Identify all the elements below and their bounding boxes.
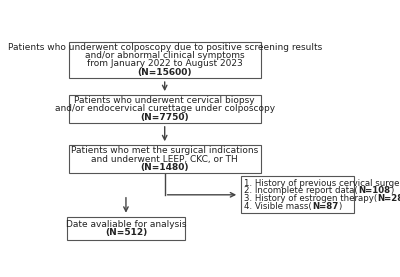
Text: Patients who met the surgical indications: Patients who met the surgical indication… xyxy=(71,147,258,155)
FancyBboxPatch shape xyxy=(67,217,185,240)
Text: N=108: N=108 xyxy=(358,186,390,196)
Text: Date avaliable for analysis: Date avaliable for analysis xyxy=(66,220,186,229)
Text: Patients who underwent colposcopy due to positive screening results: Patients who underwent colposcopy due to… xyxy=(8,43,322,52)
Text: N=289: N=289 xyxy=(378,194,400,203)
Text: and/or abnormal clinical symptoms: and/or abnormal clinical symptoms xyxy=(85,51,244,60)
Text: 2. Incomplete report data(: 2. Incomplete report data( xyxy=(244,186,358,196)
FancyBboxPatch shape xyxy=(69,42,261,78)
FancyBboxPatch shape xyxy=(69,145,261,173)
Text: (N=7750): (N=7750) xyxy=(140,112,189,122)
Text: ): ) xyxy=(390,186,394,196)
Text: and underwent LEEP, CKC, or TH: and underwent LEEP, CKC, or TH xyxy=(91,155,238,164)
Text: ): ) xyxy=(338,202,342,211)
Text: 3. History of estrogen therapy(: 3. History of estrogen therapy( xyxy=(244,194,378,203)
Text: (N=15600): (N=15600) xyxy=(138,68,192,76)
Text: and/or endocervical curettage under colposcopy: and/or endocervical curettage under colp… xyxy=(55,104,275,114)
Text: 4. Visible mass(: 4. Visible mass( xyxy=(244,202,312,211)
Text: (N=1480): (N=1480) xyxy=(140,163,189,172)
Text: from January 2022 to August 2023: from January 2022 to August 2023 xyxy=(87,60,242,68)
FancyBboxPatch shape xyxy=(69,95,261,123)
Text: (N=512): (N=512) xyxy=(105,228,147,237)
Text: 1. History of previous cervical surgery(: 1. History of previous cervical surgery( xyxy=(244,179,400,188)
FancyBboxPatch shape xyxy=(241,176,354,214)
Text: Patients who underwent cervical biopsy: Patients who underwent cervical biopsy xyxy=(74,96,255,105)
Text: N=87: N=87 xyxy=(312,202,338,211)
